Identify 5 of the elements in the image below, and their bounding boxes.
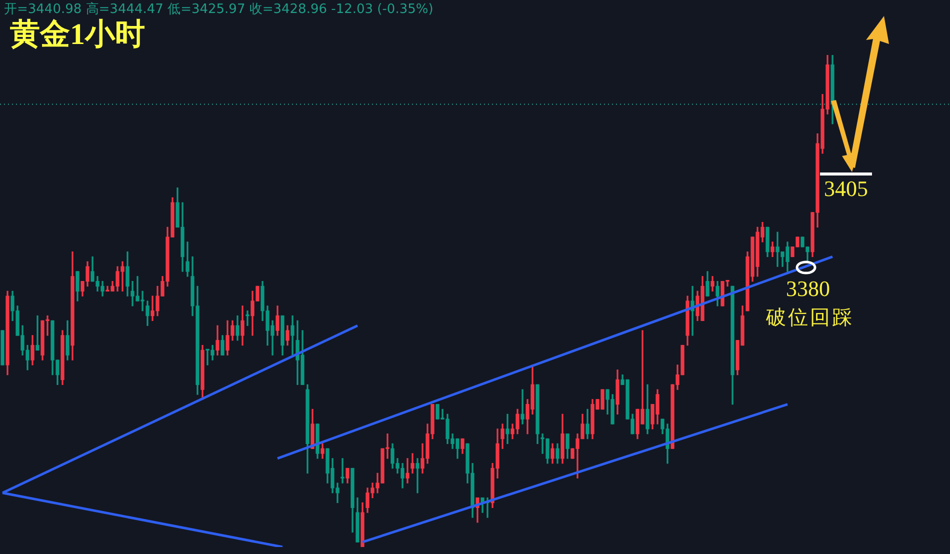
annotation: 3405 (824, 176, 868, 201)
chart-title: 黄金1小时 (10, 18, 145, 51)
annotation: 破位回踩 (766, 306, 854, 331)
annotation: 3380 (786, 276, 830, 301)
text: 开=3440.98 高=3444.47 低=3425.97 收=3428.96 -12.03 (-0.35%) (4, 1, 434, 18)
